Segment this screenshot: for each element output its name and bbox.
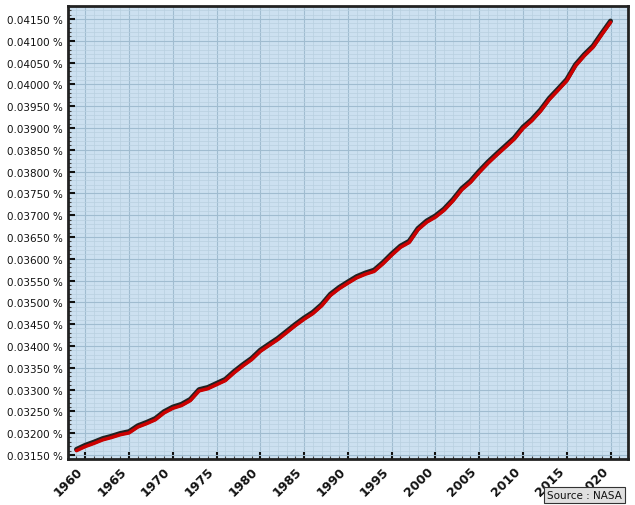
Text: Source : NASA: Source : NASA bbox=[547, 490, 622, 500]
